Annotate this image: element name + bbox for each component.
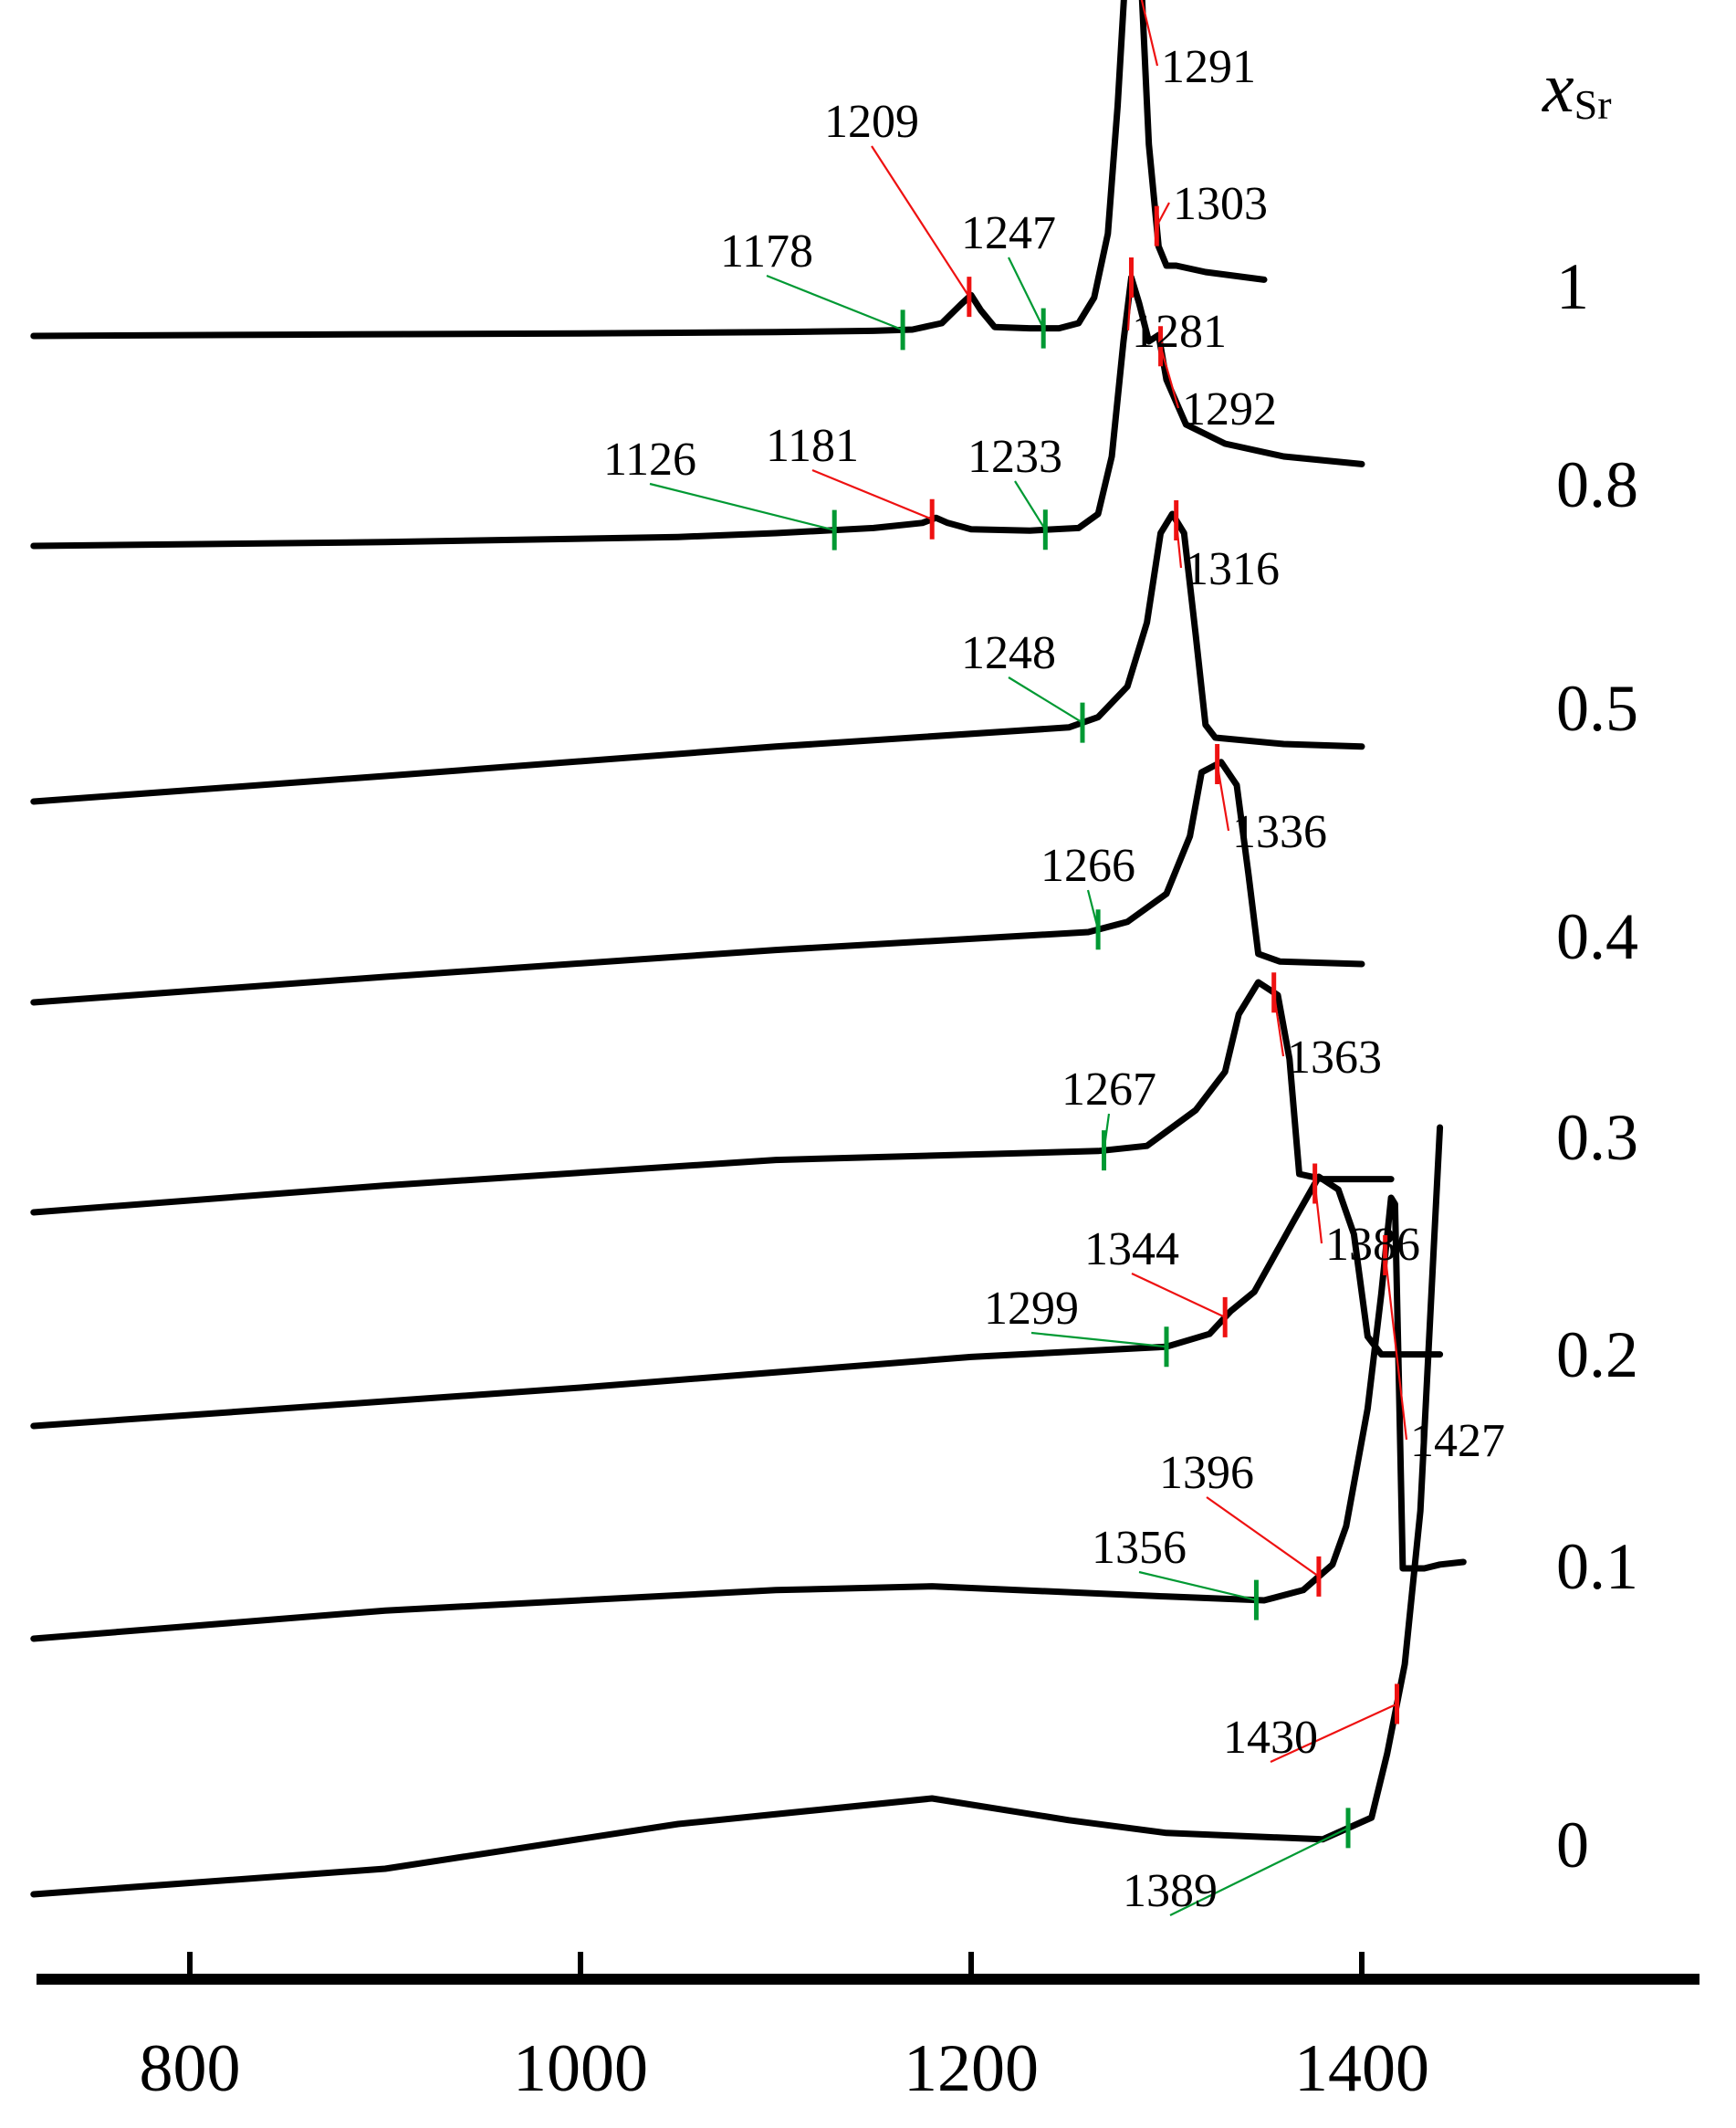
- x-tick-label-2: 1200: [904, 2031, 1039, 2106]
- x-axis: 800 1000 1200 1400: [37, 1952, 1699, 2106]
- annotation-leader-12: [1216, 763, 1230, 832]
- annotation-leader-13: [1086, 889, 1100, 930]
- series-label-5: 0.2: [1556, 1318, 1638, 1391]
- annotation-label-4: 1303: [1173, 178, 1268, 230]
- annotation-label-22: 1430: [1223, 1712, 1318, 1764]
- annotation-leader-2: [1008, 257, 1045, 330]
- annotation-label-23: 1389: [1123, 1865, 1218, 1917]
- annotation-label-19: 1427: [1410, 1415, 1505, 1467]
- annotation-leader-0: [1140, 0, 1159, 67]
- legend-title-main: x: [1542, 47, 1574, 127]
- annotation-leader-21: [1138, 1570, 1257, 1601]
- series-line-0: [30, 0, 1268, 340]
- annotation-label-2: 1247: [961, 207, 1056, 259]
- series-label-3: 0.4: [1556, 900, 1638, 973]
- annotation-leader-23: [1169, 1827, 1349, 1916]
- annotation-label-18: 1299: [984, 1283, 1079, 1335]
- curves-layer: [30, 0, 1467, 1898]
- series-line-4: [30, 979, 1395, 1216]
- series-line-6: [30, 1194, 1467, 1642]
- annotation-leader-14: [1272, 992, 1285, 1057]
- labels-layer: xSr 1 0.8 0.5 0.4 0.3 0.2 0.1 0 1291 1209 1247 1178…: [603, 41, 1638, 1917]
- series-label-0: 1: [1556, 250, 1589, 323]
- annotation-leader-16: [1313, 1183, 1323, 1244]
- legend-title: xSr: [1542, 47, 1612, 128]
- annotation-leader-8: [811, 468, 933, 520]
- annotation-label-14: 1363: [1287, 1032, 1382, 1084]
- annotation-label-11: 1248: [961, 627, 1056, 679]
- annotation-leader-22: [1270, 1703, 1397, 1764]
- annotation-leader-5: [1126, 277, 1133, 331]
- annotation-label-8: 1181: [766, 420, 859, 472]
- annotation-label-16: 1386: [1325, 1219, 1420, 1271]
- annotation-leader-17: [1131, 1273, 1226, 1318]
- annotation-label-6: 1292: [1182, 383, 1277, 435]
- annotation-label-9: 1233: [967, 431, 1062, 483]
- annotation-leader-18: [1030, 1331, 1167, 1348]
- annotation-leader-4: [1156, 202, 1170, 227]
- annotation-label-3: 1178: [720, 225, 813, 278]
- series-line-3: [30, 759, 1365, 1006]
- x-tick-label-3: 1400: [1294, 2031, 1429, 2106]
- annotation-label-13: 1266: [1041, 840, 1135, 892]
- annotation-leader-3: [766, 274, 904, 331]
- annotation-label-1: 1209: [824, 96, 919, 148]
- annotation-label-12: 1336: [1232, 806, 1327, 858]
- series-label-4: 0.3: [1556, 1101, 1638, 1174]
- annotation-label-21: 1356: [1092, 1522, 1187, 1574]
- series-line-5: [30, 1173, 1444, 1430]
- annotation-leader-20: [1206, 1496, 1320, 1578]
- annotation-label-10: 1316: [1185, 543, 1280, 595]
- annotation-leader-6: [1159, 345, 1180, 409]
- x-tick-label-0: 800: [140, 2031, 241, 2106]
- annotation-label-20: 1396: [1159, 1447, 1254, 1499]
- series-label-1: 0.8: [1556, 448, 1638, 521]
- legend-title-sub: Sr: [1574, 81, 1612, 128]
- x-tick-label-1: 1000: [513, 2031, 648, 2106]
- series-line-1: [30, 274, 1365, 550]
- annotation-label-15: 1267: [1061, 1064, 1156, 1116]
- series-line-2: [30, 510, 1365, 805]
- series-label-7: 0: [1556, 1808, 1589, 1882]
- annotation-label-17: 1344: [1084, 1223, 1179, 1275]
- annotation-leader-7: [649, 482, 835, 531]
- annotation-leader-11: [1008, 676, 1083, 724]
- series-label-6: 0.1: [1556, 1530, 1638, 1603]
- series-label-2: 0.5: [1556, 672, 1638, 745]
- annotation-leader-10: [1175, 519, 1183, 569]
- annotation-label-7: 1126: [603, 434, 696, 486]
- series-line-7: [30, 1124, 1444, 1898]
- annotation-leader-19: [1384, 1254, 1408, 1441]
- annotation-leader-15: [1103, 1113, 1111, 1151]
- annotation-leader-1: [871, 145, 970, 298]
- annotation-label-5: 1281: [1132, 306, 1227, 358]
- annotation-label-0: 1291: [1161, 41, 1256, 93]
- annotation-leader-9: [1014, 480, 1047, 530]
- markers-layer: [649, 0, 1408, 1916]
